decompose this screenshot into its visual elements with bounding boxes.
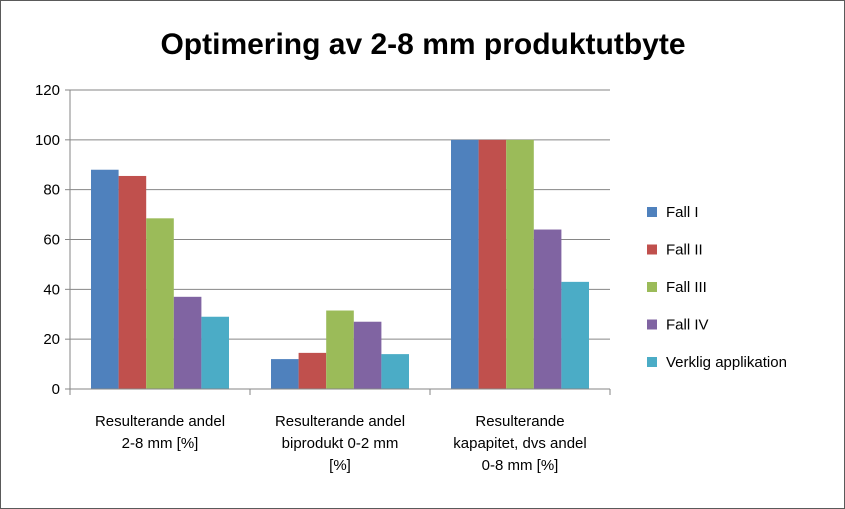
bar bbox=[533, 229, 562, 389]
bar bbox=[146, 218, 174, 389]
bar bbox=[451, 139, 479, 389]
y-tick-label: 100 bbox=[35, 132, 60, 149]
legend: Fall I Fall II Fall III Fall IV Verklig appl… bbox=[647, 204, 787, 371]
bar bbox=[173, 296, 202, 389]
y-tick-label: 20 bbox=[43, 331, 60, 348]
legend-swatch bbox=[647, 282, 657, 292]
bar bbox=[118, 175, 147, 389]
legend-swatch bbox=[647, 207, 657, 217]
y-tick-label: 40 bbox=[43, 281, 60, 298]
y-tick-label: 60 bbox=[43, 232, 60, 249]
y-tick-label: 0 bbox=[52, 381, 60, 398]
legend-swatch bbox=[647, 319, 657, 330]
legend-label: Verklig applikation bbox=[666, 354, 787, 371]
legend-label: Fall I bbox=[666, 204, 699, 221]
bar bbox=[298, 352, 327, 389]
chart-title: Optimering av 2-8 mm produktutbyte bbox=[160, 28, 685, 61]
bar bbox=[326, 310, 354, 389]
bars bbox=[91, 139, 589, 389]
y-tick-label: 80 bbox=[43, 182, 60, 199]
bar bbox=[201, 316, 229, 389]
x-category-labels: Resulterande andel 2-8 mm [%] Resulterande… bbox=[95, 413, 587, 474]
bar bbox=[478, 139, 507, 389]
legend-swatch bbox=[647, 357, 657, 367]
axes bbox=[69, 90, 611, 395]
x-category-label: Resulterande andel biprodukt 0-2 mm [%] bbox=[275, 413, 405, 474]
bar bbox=[353, 321, 382, 389]
x-category-label: Resulterande kapapitet, dvs andel 0-8 mm [… bbox=[453, 413, 586, 474]
x-category-label: Resulterande andel 2-8 mm [%] bbox=[95, 413, 225, 452]
legend-label: Fall IV bbox=[666, 317, 709, 334]
legend-swatch bbox=[647, 244, 657, 255]
bar bbox=[561, 281, 589, 389]
bar bbox=[91, 169, 119, 389]
bar bbox=[381, 354, 409, 389]
y-tick-label: 120 bbox=[35, 82, 60, 99]
legend-label: Fall III bbox=[666, 279, 707, 296]
legend-label: Fall II bbox=[666, 242, 703, 259]
bar bbox=[271, 359, 299, 389]
y-tick-labels: 0 20 40 60 80 100 120 bbox=[35, 82, 60, 398]
bar bbox=[506, 139, 534, 389]
